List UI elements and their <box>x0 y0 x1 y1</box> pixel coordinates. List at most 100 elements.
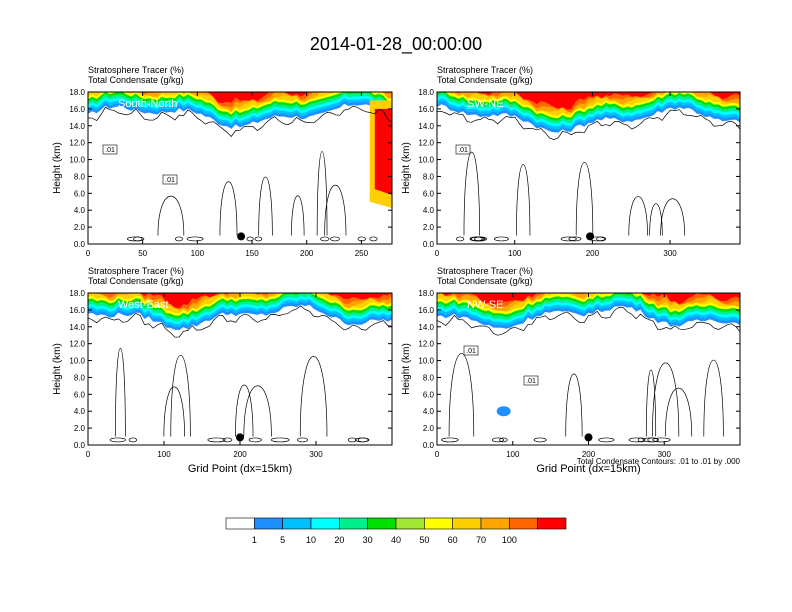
y-tick-label: 16.0 <box>69 105 85 114</box>
y-tick-label: 6.0 <box>423 189 435 198</box>
contour-line <box>207 437 226 443</box>
contour-line <box>316 151 328 236</box>
contour-line <box>436 307 741 336</box>
tracer-field <box>437 92 740 133</box>
contour-line <box>469 236 483 242</box>
y-tick-label: 6.0 <box>423 390 435 399</box>
contour-line <box>235 384 254 437</box>
colorbar-label: 70 <box>476 535 486 545</box>
contour-line <box>222 437 233 443</box>
y-tick-label: 6.0 <box>74 390 86 399</box>
contour-line <box>369 236 378 242</box>
contour-line <box>186 236 204 242</box>
y-tick-label: 14.0 <box>69 323 85 332</box>
y-tick-label: 4.0 <box>74 206 86 215</box>
panel-label: South-North <box>118 98 177 110</box>
y-tick-label: 0.0 <box>423 240 435 249</box>
panel-3: Stratosphere Tracer (%)Total Condensate … <box>52 266 393 475</box>
contour-line <box>270 437 290 443</box>
panel-2: Stratosphere Tracer (%)Total Condensate … <box>401 65 741 258</box>
panel-header-line2: Total Condensate (g/kg) <box>88 75 184 85</box>
panel-header-line2: Total Condensate (g/kg) <box>437 75 533 85</box>
x-tick-label: 0 <box>435 450 440 459</box>
colorbar-label: 10 <box>306 535 316 545</box>
tracer-field <box>88 92 392 209</box>
contour-line <box>664 388 693 437</box>
contour-line <box>474 236 487 242</box>
contour-label-box <box>523 375 539 386</box>
y-tick-label: 18.0 <box>69 88 85 97</box>
contour-line <box>516 164 531 236</box>
x-tick-label: 150 <box>245 249 259 258</box>
y-tick-label: 12.0 <box>69 340 85 349</box>
colorbar-swatch <box>339 517 368 530</box>
y-tick-label: 10.0 <box>418 357 434 366</box>
contour-line <box>463 151 480 236</box>
contour-line <box>575 162 594 236</box>
condensate-contours <box>436 109 741 242</box>
colorbar-label: 60 <box>448 535 458 545</box>
colorbar-swatch <box>282 517 312 530</box>
contour-line <box>647 437 659 443</box>
x-tick-label: 100 <box>157 450 171 459</box>
location-marker <box>237 232 246 241</box>
colorbar-swatch <box>367 517 397 530</box>
panel-label: SW-NE <box>467 98 503 110</box>
x-tick-label: 200 <box>300 249 314 258</box>
x-tick-label: 0 <box>435 249 440 258</box>
contour-line <box>491 437 505 443</box>
colorbar-swatch <box>310 517 340 530</box>
contour-label-box <box>102 144 118 155</box>
x-tick-label: 100 <box>508 249 522 258</box>
tracer-plume <box>374 108 392 195</box>
contour-line <box>499 437 508 443</box>
y-tick-label: 16.0 <box>69 306 85 315</box>
x-tick-label: 200 <box>233 450 247 459</box>
x-tick-label: 300 <box>309 450 323 459</box>
y-tick-label: 4.0 <box>423 206 435 215</box>
contour-line <box>157 195 185 236</box>
contour-line <box>560 236 577 242</box>
x-tick-label: 50 <box>138 249 147 258</box>
contour-line <box>163 386 185 437</box>
contour-line <box>299 356 328 437</box>
x-tick-label: 200 <box>586 249 600 258</box>
location-marker <box>584 433 593 442</box>
contour-line <box>596 236 607 242</box>
panel-header-line1: Stratosphere Tracer (%) <box>437 266 533 276</box>
contour-label: .01 <box>165 177 175 184</box>
tracer-band <box>88 92 392 104</box>
tracer-band <box>437 92 740 114</box>
y-tick-label: 18.0 <box>418 289 434 298</box>
y-tick-label: 14.0 <box>418 323 434 332</box>
contour-line <box>652 437 671 443</box>
panel-header-line1: Stratosphere Tracer (%) <box>88 266 184 276</box>
colorbar-label: 30 <box>363 535 373 545</box>
contour-line <box>649 203 663 236</box>
contour-note: Total Condensate Contours: .01 to .01 by… <box>577 457 741 466</box>
contour-label: .01 <box>458 147 468 154</box>
y-tick-label: 14.0 <box>418 122 434 131</box>
plot-frame <box>87 91 393 245</box>
condensate-contours <box>87 305 393 443</box>
y-tick-label: 10.0 <box>69 156 85 165</box>
panel-label: NW-SE <box>467 299 503 311</box>
colorbar-label: 5 <box>280 535 285 545</box>
contour-line <box>258 176 273 236</box>
panel-header-line1: Stratosphere Tracer (%) <box>437 65 533 75</box>
contour-line <box>330 236 340 242</box>
contour-line <box>219 181 238 236</box>
y-tick-label: 4.0 <box>74 407 86 416</box>
contour-line <box>448 353 475 437</box>
contour-line <box>246 236 254 242</box>
contour-line <box>174 236 183 242</box>
y-tick-label: 0.0 <box>74 240 86 249</box>
contour-line <box>126 236 145 242</box>
contour-line <box>441 437 459 443</box>
contour-line <box>324 185 347 236</box>
x-tick-label: 300 <box>658 450 672 459</box>
y-tick-label: 2.0 <box>74 424 86 433</box>
contour-line <box>565 373 583 437</box>
contour-label-box <box>455 144 471 155</box>
